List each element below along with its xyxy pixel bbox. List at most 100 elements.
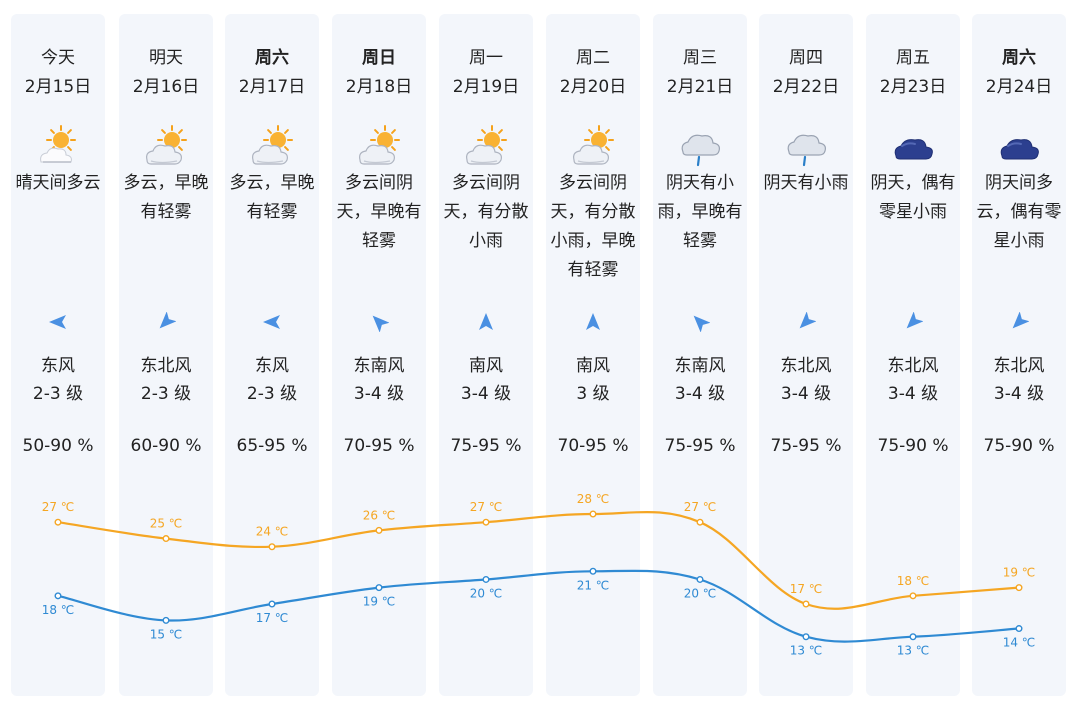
humidity: 70-95 %: [343, 436, 415, 456]
weather-description-line: 阴天有小: [666, 173, 734, 193]
day-column: 周日 2月18日 多云间阴 天，早晚有 轻雾 东南风 3-4 级 70-95 %: [332, 14, 426, 696]
weather-description-line: 阴天间多: [985, 173, 1053, 193]
high-temp-point: [1015, 584, 1023, 592]
date-label: 2月21日: [666, 77, 734, 97]
date-label: 2月20日: [559, 77, 627, 97]
high-temp-label: 26 ℃: [363, 508, 396, 522]
wind-direction-arrow-icon: [369, 312, 390, 333]
low-temp-point: [589, 567, 597, 575]
partly-cloudy-icon: [461, 122, 511, 172]
day-label: 周二: [576, 48, 610, 68]
weather-description-line: 多云间阴: [345, 173, 413, 193]
high-temp-label: 17 ℃: [790, 582, 823, 596]
wind-direction: 南风: [576, 356, 610, 376]
weather-description: 多云间阴天，早晚有轻雾: [332, 169, 426, 256]
weather-description: 多云间阴天，有分散小雨，早晚有轻雾: [546, 169, 640, 285]
wind-direction: 东北风: [887, 356, 939, 376]
low-temp-point: [696, 575, 704, 583]
wind-level: 3-4 级: [674, 384, 726, 404]
weather-description-line: 零星小雨: [879, 202, 947, 222]
date-label: 2月16日: [132, 77, 200, 97]
date-label: 2月22日: [772, 77, 840, 97]
date-label: 2月19日: [452, 77, 520, 97]
high-temp-point: [696, 518, 704, 526]
dark-cloud-icon: [994, 122, 1044, 172]
weather-description: 阴天，偶有 零星小雨: [866, 169, 960, 227]
humidity: 60-90 %: [130, 436, 202, 456]
weather-description-line: 小雨，早晚: [550, 231, 636, 251]
weather-description: 阴天有小 雨，早晚有 轻雾: [653, 169, 747, 256]
partly-cloudy-icon: [141, 122, 191, 172]
day-label: 明天: [149, 48, 183, 68]
humidity: 70-95 %: [557, 436, 629, 456]
date-label: 2月24日: [985, 77, 1053, 97]
humidity: 50-90 %: [22, 436, 94, 456]
day-column: 周二 2月20日 多云间阴 天，有分散 小雨，早晚 有轻雾 南风 3 级 70-95 %: [546, 14, 640, 696]
low-temp-point: [909, 633, 917, 641]
day-label: 周六: [1002, 48, 1036, 68]
partly-cloudy-icon: [354, 122, 404, 172]
high-temp-line: [57, 510, 1020, 610]
high-temp-label: 27 ℃: [470, 500, 503, 514]
high-temp-label: 19 ℃: [1003, 566, 1036, 580]
date-label: 2月18日: [345, 77, 413, 97]
weather-description-line: 多云间阴: [452, 173, 520, 193]
low-temp-label: 20 ℃: [684, 586, 717, 600]
weather-description: 阴天有小雨: [759, 169, 853, 198]
day-column: 周四 2月22日 阴天有小雨 东北风 3-4 级 75-95 %: [759, 14, 853, 696]
day-column: 周六 2月17日 多云，早晚 有轻雾 东风 2-3 级 65-95 %: [225, 14, 319, 696]
low-temp-label: 17 ℃: [256, 611, 289, 625]
humidity: 75-90 %: [983, 436, 1055, 456]
wind-direction-arrow-icon: [583, 312, 603, 332]
weather-description-line: 星小雨: [993, 231, 1045, 251]
wind-direction-arrow-icon: [476, 312, 496, 332]
weather-description: 晴天间多云: [11, 169, 105, 198]
date-label: 2月23日: [879, 77, 947, 97]
low-temp-line: [57, 569, 1020, 643]
wind-level: 3-4 级: [353, 384, 405, 404]
wind-direction: 东北风: [140, 356, 192, 376]
wind-direction-arrow-icon: [48, 312, 68, 332]
weather-description: 多云，早晚 有轻雾: [225, 169, 319, 227]
weather-description-line: 阴天有小雨: [763, 173, 849, 193]
humidity: 75-95 %: [664, 436, 736, 456]
wind-direction-arrow-icon: [156, 311, 177, 332]
wind-direction: 南风: [469, 356, 503, 376]
weather-description: 多云，早晚有轻雾: [119, 169, 213, 227]
weather-description-line: 轻雾: [362, 231, 396, 251]
wind-level: 2-3 级: [140, 384, 192, 404]
weather-description-line: 天，早晚有: [336, 202, 422, 222]
low-temp-label: 13 ℃: [790, 644, 823, 658]
weather-description-line: 天，有分散: [443, 202, 529, 222]
wind-direction-arrow-icon: [796, 311, 817, 332]
wind-level: 2-3 级: [32, 384, 84, 404]
low-temp-point: [1015, 625, 1023, 633]
low-temp-point: [482, 575, 490, 583]
high-temp-point: [54, 518, 62, 526]
low-temp-point: [375, 584, 383, 592]
humidity: 75-90 %: [877, 436, 949, 456]
high-temp-point: [162, 535, 170, 543]
weather-description-line: 晴天间多云: [15, 173, 101, 193]
partly-cloudy-icon: [568, 122, 618, 172]
weather-description-line: 多云，早晚: [123, 173, 209, 193]
weather-description: 多云间阴天，有分散小雨: [439, 169, 533, 256]
low-temp-label: 14 ℃: [1003, 636, 1036, 650]
weather-description-line: 有轻雾: [567, 260, 619, 280]
humidity: 75-95 %: [770, 436, 842, 456]
high-temp-label: 27 ℃: [42, 500, 75, 514]
weather-description-line: 有轻雾: [140, 202, 192, 222]
weather-description-line: 天，有分散: [550, 202, 636, 222]
high-temp-label: 24 ℃: [256, 525, 289, 539]
weather-description-line: 多云间阴: [559, 173, 627, 193]
high-temp-label: 27 ℃: [684, 500, 717, 514]
high-temp-point: [802, 600, 810, 608]
date-label: 2月17日: [238, 77, 306, 97]
wind-level: 3-4 级: [993, 384, 1045, 404]
weather-description-line: 小雨: [469, 231, 503, 251]
high-temp-label: 18 ℃: [897, 574, 930, 588]
wind-direction: 东南风: [674, 356, 726, 376]
day-label: 周三: [683, 48, 717, 68]
wind-direction: 东北风: [780, 356, 832, 376]
